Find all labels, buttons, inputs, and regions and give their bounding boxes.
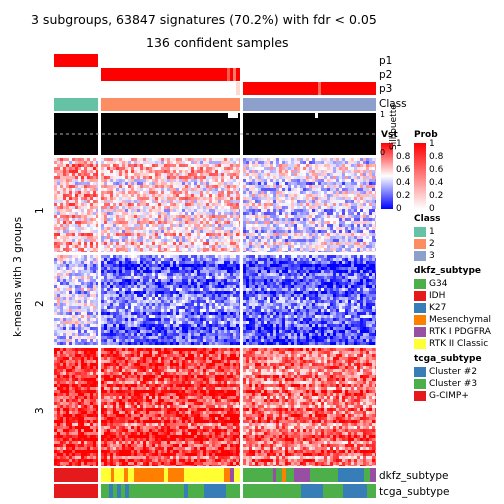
class-legend-title: Class <box>414 214 441 224</box>
track-label-class: Class <box>379 98 407 110</box>
prob-track-p1 <box>54 54 98 67</box>
prob-tick-08: 0.8 <box>429 152 444 162</box>
vst-tick-0: 0 <box>396 204 402 214</box>
track-label-p1: p1 <box>379 55 393 67</box>
prob-colorbar <box>414 143 426 209</box>
prob-track-p2 <box>101 68 240 81</box>
tcga-label-gcimp: G-CIMP+ <box>429 391 469 401</box>
vst-tick-1: 1 <box>396 139 402 149</box>
class-legend-label-1: 1 <box>429 227 435 237</box>
class-track <box>54 98 376 111</box>
track-label-p3: p3 <box>379 83 393 95</box>
dkfz-subtype-track <box>54 468 376 482</box>
cluster-label-3: 3 <box>34 407 46 414</box>
prob-tick-06: 0.6 <box>429 165 444 175</box>
vst-legend-title: Vst <box>381 130 398 140</box>
tcga-label-cluster2: Cluster #2 <box>429 367 478 377</box>
dkfz-label-mesenchymal: Mesenchymal <box>429 315 491 325</box>
vst-tick-04: 0.4 <box>396 178 411 188</box>
class-swatch-2 <box>414 239 426 249</box>
class-legend-label-3: 3 <box>429 251 435 261</box>
prob-tick-04: 0.4 <box>429 178 444 188</box>
dkfz-legend-title: dkfz_subtype <box>414 266 482 276</box>
dkfz-swatch-rtk2 <box>414 339 426 349</box>
silhouette-tick-1: 1 <box>380 110 386 119</box>
prob-tick-0: 0 <box>429 204 435 214</box>
heatmap-body <box>54 158 376 466</box>
vst-tick-02: 0.2 <box>396 191 411 201</box>
plot-title: 3 subgroups, 63847 signatures (70.2%) wi… <box>31 12 377 27</box>
tcga-label-cluster3: Cluster #3 <box>429 379 478 389</box>
plot-subtitle: 136 confident samples <box>146 35 289 50</box>
vst-tick-06: 0.6 <box>396 165 411 175</box>
dkfz-label-k27: K27 <box>429 303 447 313</box>
track-label-tcga: tcga_subtype <box>379 486 450 498</box>
track-label-p2: p2 <box>379 69 393 81</box>
dkfz-label-g34: G34 <box>429 279 448 289</box>
dkfz-label-rtk2: RTK II Classic <box>429 339 489 349</box>
tcga-swatch-cluster3 <box>414 379 426 389</box>
dkfz-swatch-g34 <box>414 279 426 289</box>
class-swatch-3 <box>414 251 426 261</box>
cluster-label-2: 2 <box>34 300 46 307</box>
class-legend-label-2: 2 <box>429 239 435 249</box>
dkfz-swatch-rtk1 <box>414 327 426 337</box>
prob-tick-1: 1 <box>429 139 435 149</box>
vst-colorbar <box>381 143 393 209</box>
dkfz-label-rtk1: RTK I PDGFRA <box>429 327 491 337</box>
prob-tick-02: 0.2 <box>429 191 444 201</box>
prob-track-p3 <box>236 82 376 95</box>
dkfz-swatch-mesenchymal <box>414 315 426 325</box>
prob-legend-title: Prob <box>414 130 438 140</box>
dkfz-swatch-k27 <box>414 303 426 313</box>
track-label-dkfz: dkfz_subtype <box>379 470 449 482</box>
tcga-subtype-track <box>54 484 376 498</box>
dkfz-swatch-idh <box>414 291 426 301</box>
silhouette-tick-0: 0 <box>380 148 386 157</box>
class-swatch-1 <box>414 227 426 237</box>
vst-tick-08: 0.8 <box>396 152 411 162</box>
silhouette-track <box>54 113 376 155</box>
tcga-swatch-gcimp <box>414 391 426 401</box>
tcga-legend-title: tcga_subtype <box>414 354 482 364</box>
tcga-swatch-cluster2 <box>414 367 426 377</box>
dkfz-label-idh: IDH <box>429 291 446 301</box>
cluster-label-1: 1 <box>34 207 46 214</box>
